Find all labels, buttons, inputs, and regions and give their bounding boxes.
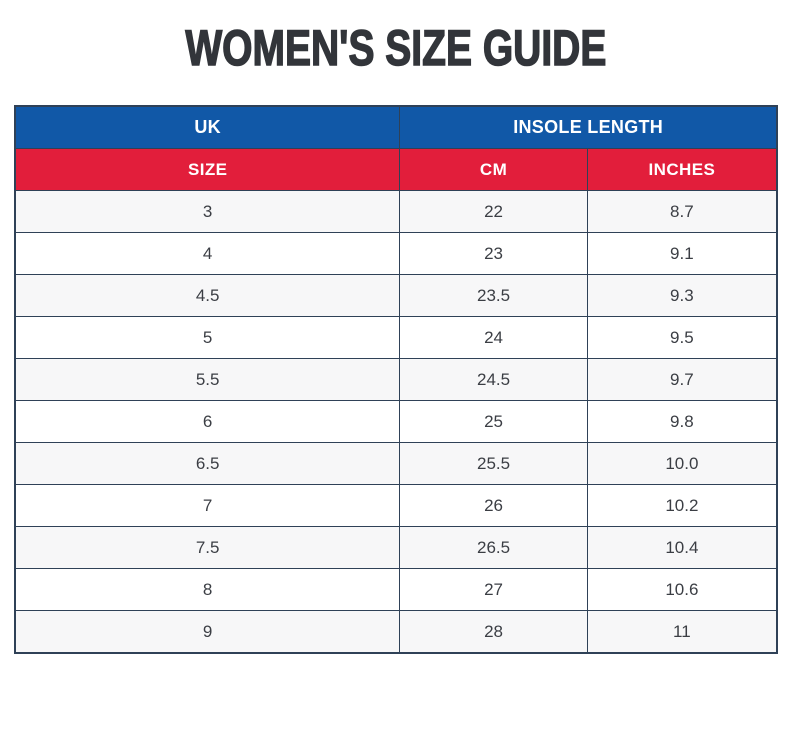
table-row: 9 28 11 (14, 610, 778, 654)
cm-cell: 24.5 (399, 358, 588, 401)
inches-cell: 11 (586, 610, 778, 654)
page-title: WOMEN'S SIZE GUIDE (0, 0, 792, 100)
table-row: 3 22 8.7 (14, 190, 778, 233)
cm-cell: 22 (399, 190, 588, 233)
table-row: 6 25 9.8 (14, 400, 778, 443)
cm-cell: 26.5 (399, 526, 588, 569)
cm-cell: 25.5 (399, 442, 588, 485)
size-cell: 9 (14, 610, 401, 654)
size-cell: 6 (14, 400, 401, 443)
inches-cell: 10.6 (586, 568, 778, 611)
table-row: 6.5 25.5 10.0 (14, 442, 778, 485)
cm-cell: 24 (399, 316, 588, 359)
col-header-uk: UK (14, 105, 401, 149)
inches-cell: 8.7 (586, 190, 778, 233)
size-guide-table: UK INSOLE LENGTH SIZE CM INCHES 3 22 8.7… (14, 105, 778, 654)
table-row: 4 23 9.1 (14, 232, 778, 275)
cm-cell: 25 (399, 400, 588, 443)
size-cell: 7.5 (14, 526, 401, 569)
page-title-text: WOMEN'S SIZE GUIDE (185, 20, 607, 76)
size-cell: 7 (14, 484, 401, 527)
size-cell: 4.5 (14, 274, 401, 317)
table-row: 4.5 23.5 9.3 (14, 274, 778, 317)
table-row: 8 27 10.6 (14, 568, 778, 611)
col-subheader-cm: CM (399, 148, 588, 191)
inches-cell: 9.5 (586, 316, 778, 359)
inches-cell: 9.8 (586, 400, 778, 443)
inches-cell: 10.0 (586, 442, 778, 485)
cm-cell: 26 (399, 484, 588, 527)
inches-cell: 10.2 (586, 484, 778, 527)
cm-cell: 27 (399, 568, 588, 611)
cm-cell: 23.5 (399, 274, 588, 317)
size-cell: 5 (14, 316, 401, 359)
table-row: 7 26 10.2 (14, 484, 778, 527)
table-row: 5 24 9.5 (14, 316, 778, 359)
inches-cell: 10.4 (586, 526, 778, 569)
col-header-insole-length: INSOLE LENGTH (399, 105, 778, 149)
inches-cell: 9.1 (586, 232, 778, 275)
table-row: 5.5 24.5 9.7 (14, 358, 778, 401)
size-cell: 5.5 (14, 358, 401, 401)
table-row: 7.5 26.5 10.4 (14, 526, 778, 569)
cm-cell: 23 (399, 232, 588, 275)
size-cell: 6.5 (14, 442, 401, 485)
cm-cell: 28 (399, 610, 588, 654)
col-subheader-size: SIZE (14, 148, 401, 191)
size-cell: 4 (14, 232, 401, 275)
size-cell: 8 (14, 568, 401, 611)
inches-cell: 9.7 (586, 358, 778, 401)
table-header-row-sub: SIZE CM INCHES (14, 148, 778, 191)
inches-cell: 9.3 (586, 274, 778, 317)
size-cell: 3 (14, 190, 401, 233)
table-header-row-top: UK INSOLE LENGTH (14, 105, 778, 149)
col-subheader-inches: INCHES (586, 148, 778, 191)
